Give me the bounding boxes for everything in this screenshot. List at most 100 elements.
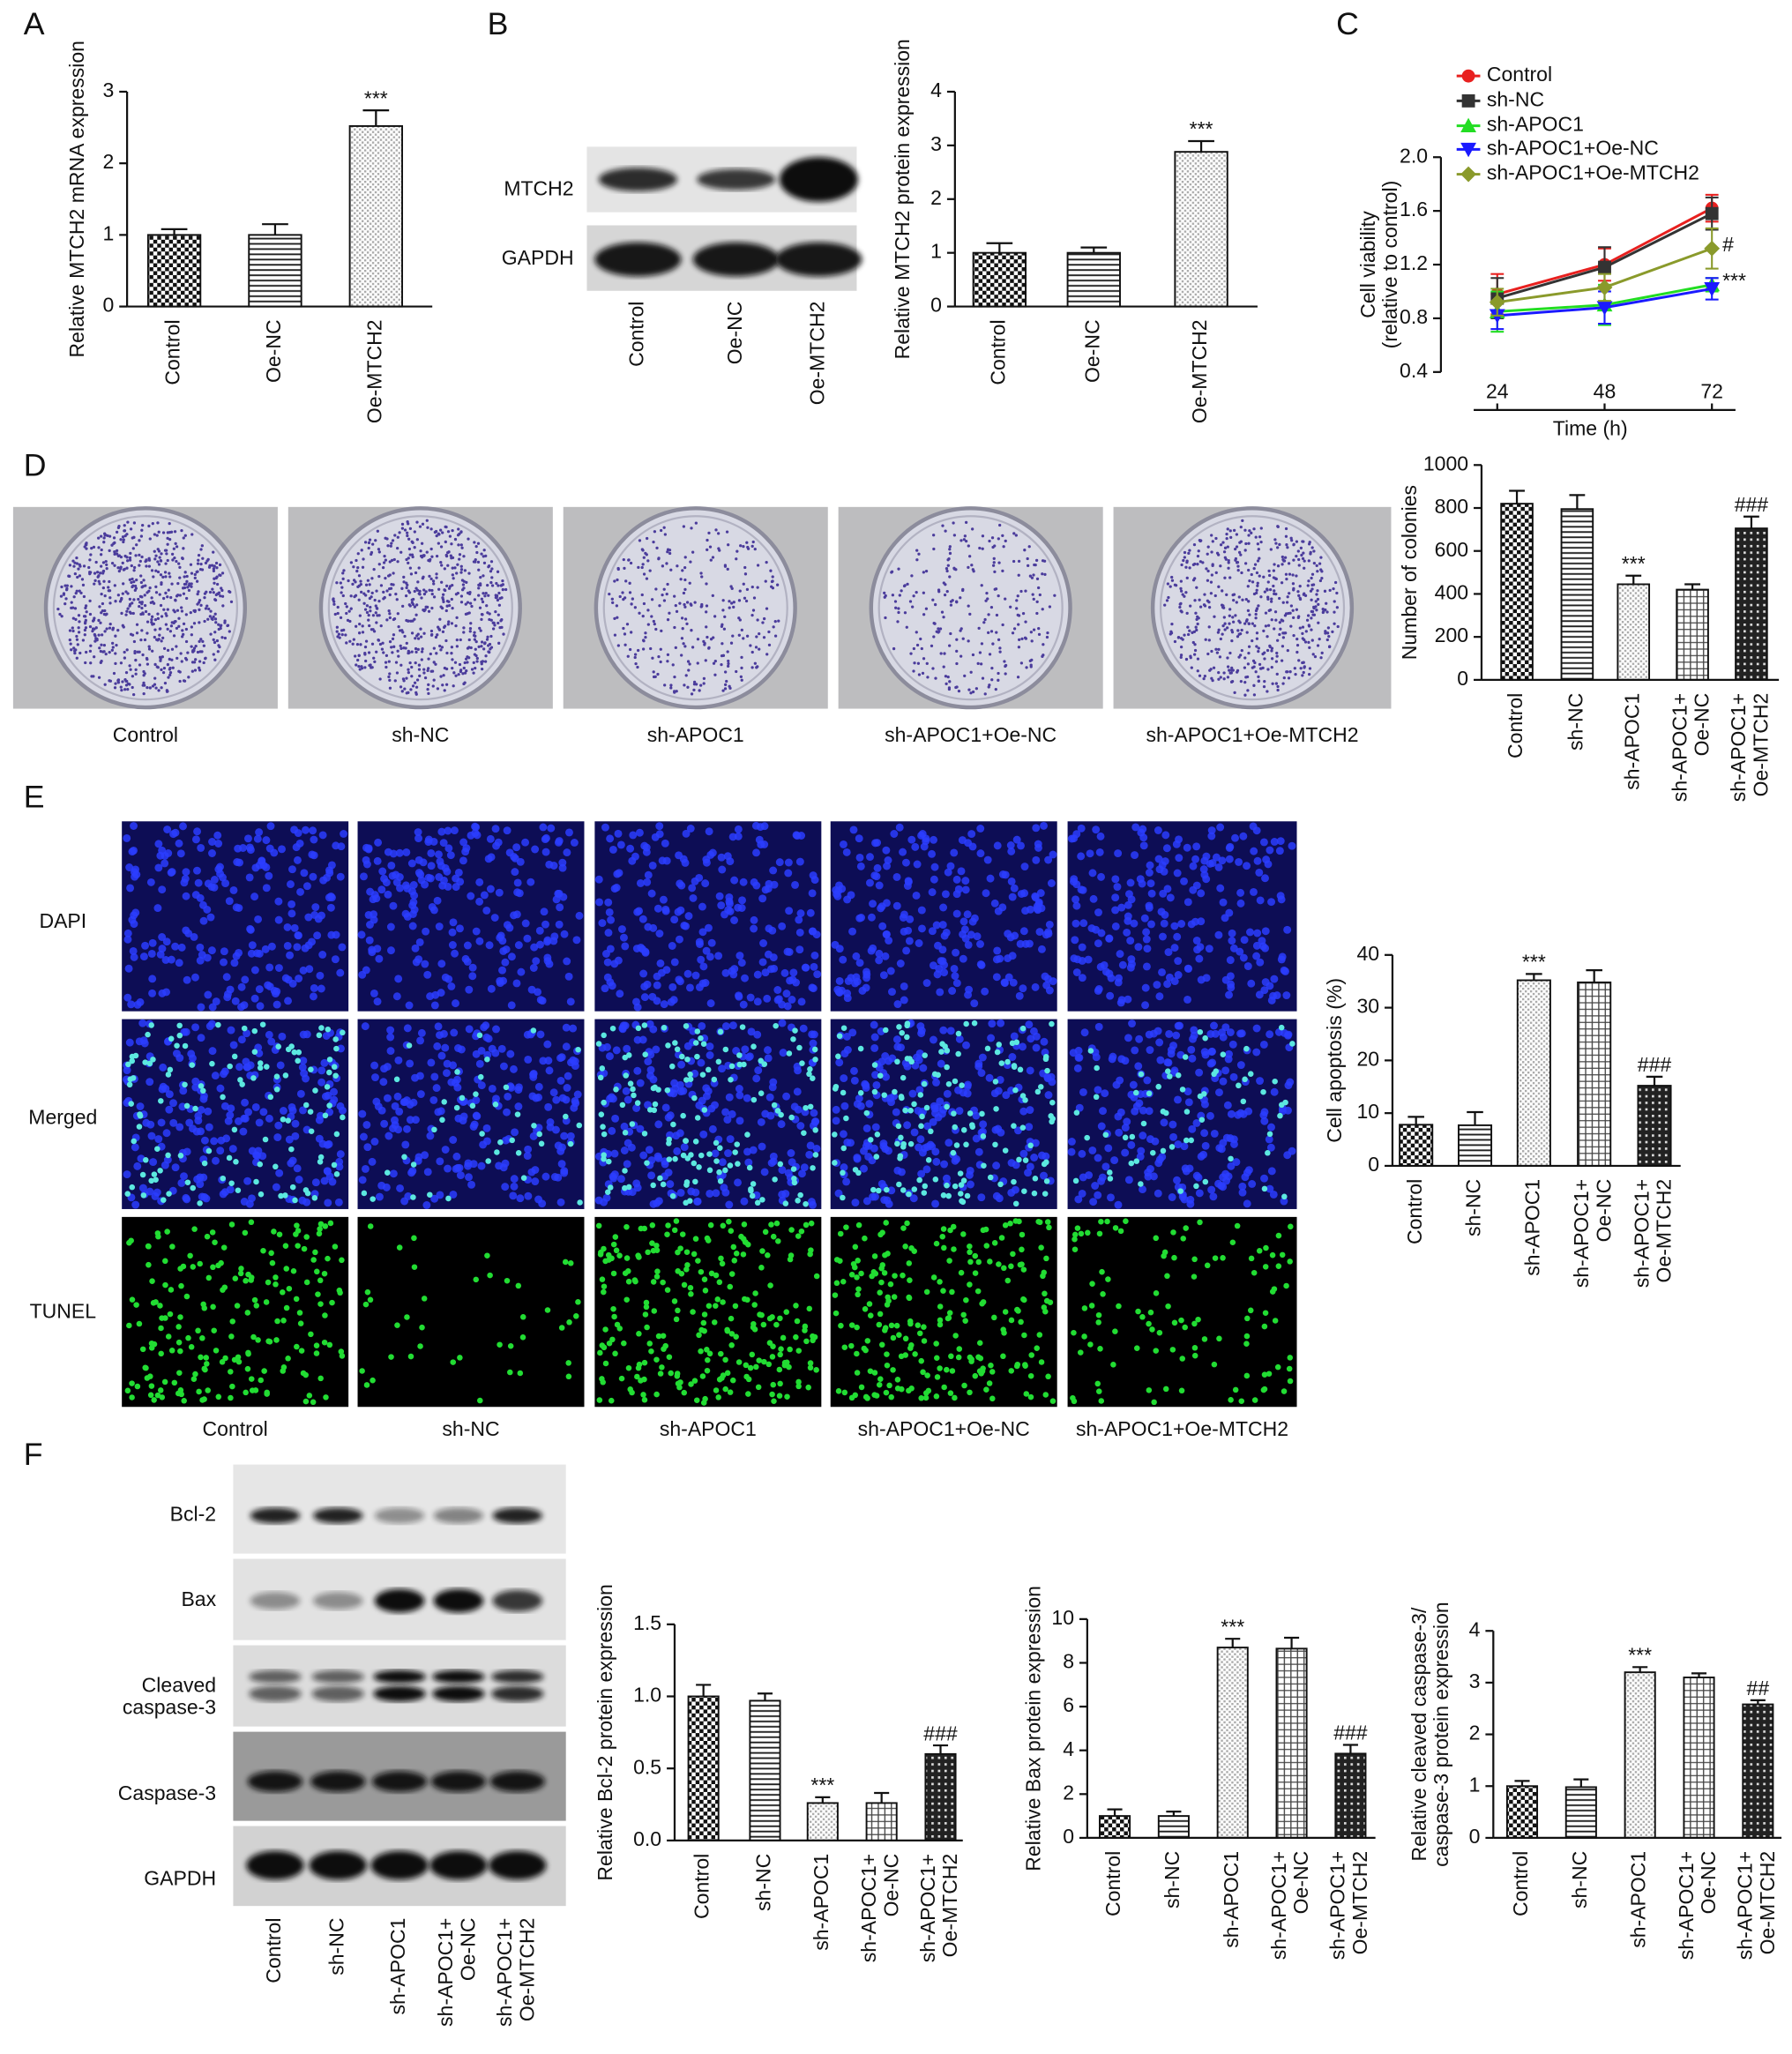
colony (97, 618, 101, 623)
merged-cell (792, 1027, 798, 1034)
colony (429, 557, 432, 562)
nucleus (304, 913, 313, 922)
tunel-cell (653, 1273, 661, 1280)
colony (1193, 653, 1197, 656)
merged-cell (174, 1042, 180, 1049)
colony (443, 588, 446, 592)
colony (497, 603, 502, 607)
nucleus (560, 930, 569, 938)
colony (1226, 626, 1229, 630)
colony (616, 566, 620, 571)
blot-band (779, 157, 858, 202)
colony (160, 581, 163, 585)
colony (897, 610, 900, 615)
colony (175, 645, 178, 648)
colony (642, 572, 646, 576)
nucleus (930, 875, 938, 884)
colony (1179, 601, 1183, 606)
colony (114, 600, 117, 603)
colony (1301, 631, 1304, 635)
colony (676, 564, 679, 568)
nucleus (735, 952, 744, 960)
tunel-cell (317, 1221, 325, 1228)
merged-cell (812, 1152, 819, 1158)
merged-cell (302, 1102, 310, 1109)
nucleus (456, 924, 464, 933)
tunel-cell (151, 1341, 158, 1348)
nucleus (877, 904, 885, 913)
colony (76, 575, 79, 579)
tunel-cell (315, 1291, 321, 1297)
colony (435, 576, 438, 579)
nucleus (370, 915, 378, 924)
colony (1278, 621, 1281, 624)
colony (497, 591, 501, 595)
nucleus (501, 958, 510, 967)
colony (474, 654, 478, 658)
colony (1195, 628, 1198, 632)
nucleus (1016, 939, 1025, 948)
colony (971, 568, 974, 571)
colony (97, 676, 101, 679)
colony (1214, 536, 1218, 541)
colony (1327, 645, 1332, 649)
colony (1235, 601, 1238, 604)
nucleus (214, 865, 223, 874)
tunel-cell (407, 1353, 414, 1360)
nucleus (983, 855, 992, 864)
tunel-cell (507, 1342, 514, 1349)
nucleus (684, 912, 693, 921)
colony (730, 601, 734, 605)
merged-cell (687, 1198, 693, 1204)
nucleus (676, 935, 683, 944)
colony (409, 572, 414, 576)
nucleus (602, 1193, 611, 1202)
nucleus (1036, 889, 1045, 898)
nucleus (227, 1026, 235, 1034)
tunel-cell (668, 1370, 674, 1377)
colony (425, 519, 429, 522)
tunel-cell (149, 1278, 155, 1284)
tunel-cell (640, 1392, 646, 1398)
nucleus (507, 1001, 516, 1010)
colony (83, 622, 87, 625)
colony (351, 582, 355, 586)
tunel-cell (567, 1260, 574, 1266)
nucleus (436, 1031, 444, 1040)
colony (932, 547, 936, 551)
colony (680, 637, 684, 640)
tunel-cell (767, 1282, 773, 1288)
merged-cell (291, 1049, 298, 1056)
colony (168, 537, 172, 542)
colony (100, 592, 103, 596)
nucleus (434, 1022, 443, 1031)
nucleus (628, 856, 637, 865)
nucleus (526, 878, 535, 886)
colony (705, 604, 709, 608)
colony (156, 612, 160, 616)
colony (1251, 580, 1255, 584)
colony (202, 644, 205, 647)
tunel-cell (601, 1283, 608, 1290)
merged-cell (735, 1161, 741, 1167)
colony (717, 532, 721, 535)
nucleus (735, 1091, 744, 1100)
colony (102, 536, 106, 540)
tunel-cell (649, 1222, 656, 1229)
nucleus (441, 1043, 450, 1052)
colony (1270, 646, 1274, 650)
nucleus (372, 894, 381, 903)
colony (659, 528, 663, 533)
merged-cell (812, 1127, 818, 1133)
tunel-cell (317, 1226, 323, 1232)
colony (608, 592, 611, 596)
colony (1307, 579, 1310, 583)
colony (1179, 645, 1183, 649)
tunel-cell (760, 1321, 767, 1328)
colony (142, 579, 146, 582)
colony (1037, 627, 1041, 631)
colony (413, 546, 416, 549)
nucleus (181, 875, 190, 883)
colony (415, 520, 419, 524)
nucleus (288, 979, 297, 988)
